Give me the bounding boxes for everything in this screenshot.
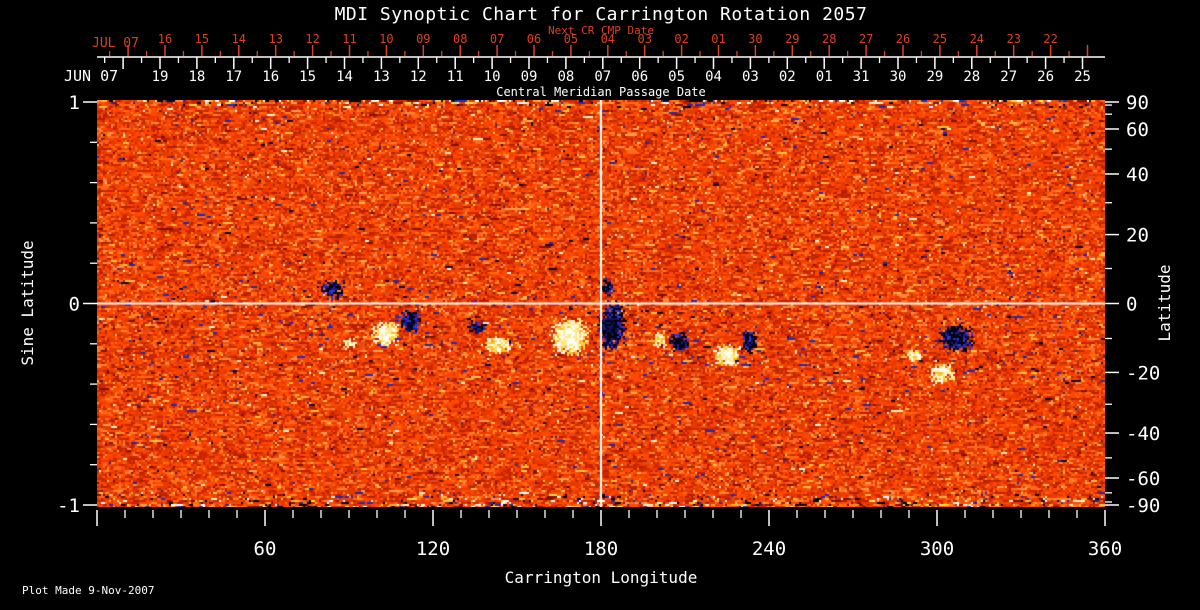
red-day-label: 23 [1006,32,1020,46]
white-day-label: 04 [705,69,722,85]
red-day-label: 10 [379,32,393,46]
longitude-axis: 60 120 180 240 300 360 [96,510,1122,560]
red-day-label: 30 [748,32,762,46]
red-day-label: 27 [859,32,873,46]
longitude-tick-label: 120 [416,538,450,560]
central-meridian-passage-label: Central Meridian Passage Date [496,85,706,99]
latitude-tick-label: -90 [1126,495,1160,517]
red-day-label: 12 [305,32,319,46]
longitude-tick-label: 180 [584,538,618,560]
white-day-label: 10 [484,69,501,85]
red-day-label: 22 [1043,32,1057,46]
red-day-label: 09 [416,32,430,46]
red-day-label: 13 [268,32,282,46]
month-label-jun: JUN 07 [64,67,118,85]
white-day-label: 06 [631,69,648,85]
latitude-tick-label: 90 [1126,92,1149,114]
red-day-label: 07 [490,32,504,46]
white-day-label: 25 [1074,69,1091,85]
latitude-tick-label: 60 [1126,119,1149,141]
white-day-label: 08 [557,69,574,85]
next-cr-cmp-date-label: Next CR CMP Date [548,24,654,37]
red-day-label: 05 [564,32,578,46]
red-day-label: 29 [785,32,799,46]
white-day-label: 13 [373,69,390,85]
y-axis-right-title: Latitude [1155,264,1174,341]
latitude-tick-label: 0 [1126,294,1137,316]
red-day-label: 08 [453,32,467,46]
y-axis-left-title: Sine Latitude [18,240,37,365]
chart-title: MDI Synoptic Chart for Carrington Rotati… [335,4,868,25]
latitude-tick-label: 40 [1126,164,1149,186]
white-day-label: 03 [742,69,759,85]
white-day-label: 29 [926,69,943,85]
latitude-tick-label: -60 [1126,468,1160,490]
white-day-label: 01 [816,69,833,85]
month-label-jul: JUL 07 [92,36,139,51]
white-day-label: 27 [1000,69,1017,85]
next-cr-date-axis: 16 15 14 13 12 11 10 09 08 07 06 05 04 03 02 01 30 29 28 27… [109,32,1089,56]
red-day-label: 15 [195,32,209,46]
white-day-label: 09 [521,69,538,85]
sine-latitude-tick-label: 1 [69,92,80,114]
white-day-label: 15 [299,69,316,85]
white-day-label: 11 [447,69,464,85]
sine-latitude-tick-label: 0 [69,294,80,316]
cmp-date-axis: 19 18 17 16 15 14 13 12 11 10 09 08 07 06 05 04 03 02 01 31… [97,56,1105,85]
white-day-label: 26 [1037,69,1054,85]
longitude-tick-label: 60 [254,538,277,560]
longitude-tick-label: 360 [1088,538,1122,560]
red-day-label: 25 [933,32,947,46]
white-day-label: 19 [152,69,169,85]
red-day-label: 11 [342,32,356,46]
red-day-label: 26 [896,32,910,46]
x-axis-title: Carrington Longitude [505,568,698,587]
white-day-label: 28 [963,69,980,85]
latitude-axis: 90 60 40 20 0 -20 -40 -60 -90 [1105,92,1160,517]
latitude-tick-label: -40 [1126,423,1160,445]
red-day-label: 14 [232,32,246,46]
white-day-label: 16 [262,69,279,85]
white-day-label: 30 [890,69,907,85]
red-day-label: 02 [674,32,688,46]
white-day-label: 02 [779,69,796,85]
red-day-label: 16 [158,32,172,46]
longitude-tick-label: 300 [920,538,954,560]
red-day-label: 24 [970,32,984,46]
red-day-label: 01 [711,32,725,46]
sine-latitude-tick-label: -1 [57,495,80,517]
white-day-label: 07 [594,69,611,85]
longitude-tick-label: 240 [752,538,786,560]
sine-latitude-axis: 1 0 -1 [57,92,97,517]
red-day-label: 04 [601,32,615,46]
white-day-label: 05 [668,69,685,85]
white-day-label: 12 [410,69,427,85]
latitude-tick-label: 20 [1126,225,1149,247]
magnetogram-heatmap [97,100,1105,507]
white-day-label: 14 [336,69,353,85]
white-day-label: 18 [188,69,205,85]
white-day-label: 17 [225,69,242,85]
red-day-label: 28 [822,32,836,46]
white-day-label: 31 [853,69,870,85]
red-day-label: 03 [637,32,651,46]
plot-made-timestamp: Plot Made 9-Nov-2007 [22,584,154,597]
latitude-tick-label: -20 [1126,362,1160,384]
red-day-label: 06 [527,32,541,46]
